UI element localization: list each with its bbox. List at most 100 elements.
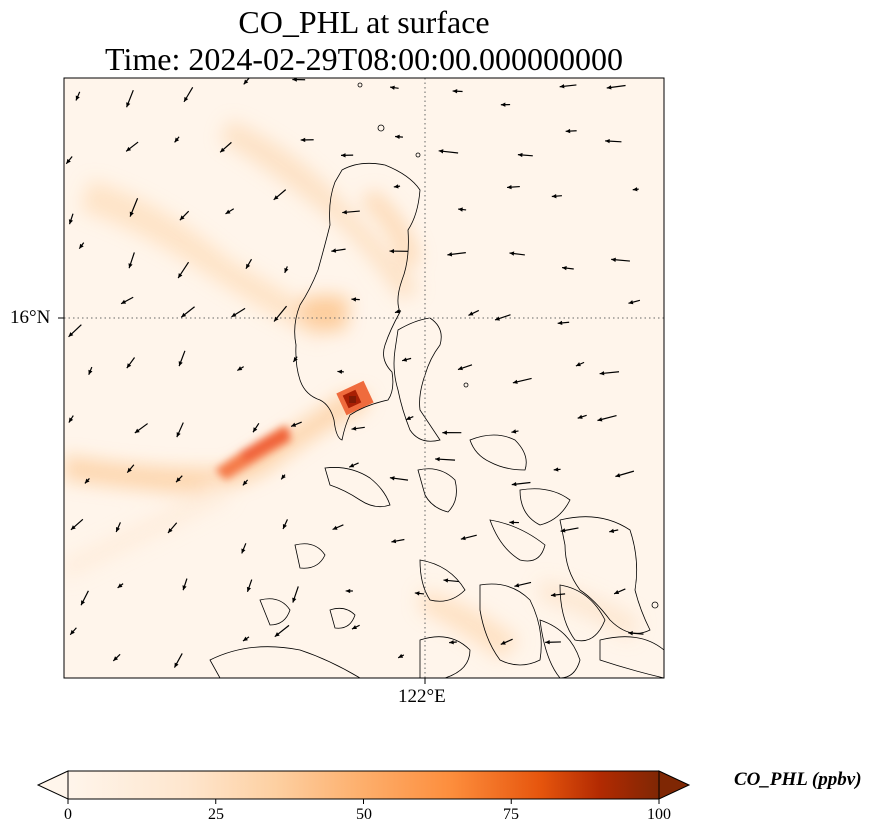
wind-arrowhead bbox=[391, 538, 397, 544]
wind-arrowhead bbox=[246, 586, 252, 592]
wind-arrowhead bbox=[179, 215, 185, 221]
wind-arrowhead bbox=[614, 590, 620, 595]
wind-arrowhead bbox=[351, 297, 357, 302]
wind-arrowhead bbox=[68, 219, 74, 225]
wind-arrowhead bbox=[342, 210, 347, 215]
wind-vectors bbox=[65, 78, 644, 668]
map-background bbox=[64, 78, 664, 678]
wind-arrowhead bbox=[88, 369, 93, 375]
colorbar-tick-label: 50 bbox=[356, 806, 372, 823]
wind-arrowhead bbox=[174, 662, 179, 668]
wind-arrowhead bbox=[242, 636, 248, 641]
wind-arrowhead bbox=[457, 366, 463, 371]
wind-arrowhead bbox=[611, 257, 616, 262]
wind-arrowhead bbox=[282, 523, 287, 529]
colorbar-tick-label: 75 bbox=[503, 806, 519, 823]
wind-arrowhead bbox=[507, 184, 512, 190]
wind-arrowhead bbox=[293, 357, 298, 362]
wind-arrowhead bbox=[184, 96, 189, 102]
wind-arrowhead bbox=[117, 583, 123, 588]
wind-arrowhead bbox=[231, 312, 237, 317]
wind-arrowhead bbox=[129, 211, 134, 217]
wind-arrowhead bbox=[389, 248, 395, 254]
wind-arrowhead bbox=[75, 95, 80, 101]
wind-arrowhead bbox=[68, 417, 74, 423]
wind-arrowhead bbox=[565, 128, 571, 134]
wind-arrowhead bbox=[562, 265, 567, 271]
wind-arrowhead bbox=[559, 84, 565, 89]
colorbar-label: CO_PHL (ppbv) bbox=[734, 769, 862, 790]
wind-arrowhead bbox=[550, 592, 556, 598]
wind-arrowhead bbox=[331, 248, 337, 253]
wind-arrowhead bbox=[606, 85, 612, 90]
wind-arrowhead bbox=[174, 137, 180, 143]
colorbar-tick-label: 0 bbox=[64, 806, 72, 823]
wind-arrowhead bbox=[438, 149, 444, 154]
wind-arrowhead bbox=[414, 591, 420, 596]
wind-arrowhead bbox=[447, 252, 453, 257]
wind-arrowhead bbox=[245, 263, 251, 269]
wind-arrowhead bbox=[292, 78, 297, 82]
latitude-label: 16°N bbox=[10, 307, 51, 328]
wind-arrowhead bbox=[575, 362, 581, 367]
wind-arrowhead bbox=[225, 209, 231, 214]
wind-arrowhead bbox=[511, 481, 517, 487]
wind-arrowhead bbox=[274, 632, 280, 637]
wind-arrowhead bbox=[345, 588, 351, 594]
wind-arrowhead bbox=[615, 473, 621, 478]
wind-arrowhead bbox=[511, 429, 517, 434]
wind-arrowhead bbox=[551, 193, 557, 199]
wind-arrowhead bbox=[241, 548, 246, 554]
wind-arrowhead bbox=[351, 625, 357, 630]
wind-arrowhead bbox=[281, 474, 286, 480]
wind-arrowhead bbox=[545, 640, 550, 645]
wind-arrowhead bbox=[443, 578, 449, 583]
map-frame bbox=[63, 77, 665, 679]
wind-arrowhead bbox=[609, 528, 615, 533]
wind-arrowhead bbox=[628, 631, 633, 636]
wind-arrowhead bbox=[242, 480, 248, 486]
colorbar-gradient bbox=[68, 771, 659, 799]
wind-arrowhead bbox=[341, 153, 346, 158]
colorbar-tick-label: 100 bbox=[647, 806, 671, 823]
colorbar-extend-max bbox=[658, 770, 691, 800]
wind-arrowhead bbox=[449, 640, 454, 645]
wind-arrowhead bbox=[337, 369, 343, 374]
wind-arrowhead bbox=[349, 463, 355, 468]
wind-arrowhead bbox=[395, 134, 400, 140]
wind-arrowhead bbox=[442, 430, 447, 435]
wind-arrowhead bbox=[394, 309, 400, 314]
wind-arrowhead bbox=[176, 477, 181, 483]
wind-arrowhead bbox=[121, 299, 127, 304]
wind-arrowhead bbox=[406, 415, 412, 420]
wind-arrowhead bbox=[468, 311, 474, 316]
wind-arrowhead bbox=[181, 312, 187, 318]
wind-arrowhead bbox=[452, 89, 458, 94]
wind-arrowhead bbox=[167, 528, 173, 533]
map-time-subtitle: Time: 2024-02-29T08:00:00.000000000 bbox=[105, 41, 623, 77]
wind-arrowhead bbox=[512, 379, 518, 384]
wind-arrowhead bbox=[178, 273, 183, 279]
wind-arrowhead bbox=[514, 583, 520, 588]
wind-arrowhead bbox=[393, 184, 399, 189]
wind-arrowhead bbox=[495, 316, 500, 321]
wind-arrowhead bbox=[243, 79, 249, 85]
colorbar-extend-min bbox=[36, 770, 69, 800]
wind-arrowhead bbox=[176, 432, 181, 438]
wind-arrowhead bbox=[70, 525, 76, 530]
wind-arrowhead bbox=[70, 629, 75, 635]
wind-arrowhead bbox=[79, 243, 84, 249]
wind-arrowhead bbox=[577, 414, 583, 419]
wind-arrowhead bbox=[517, 152, 523, 158]
wind-arrowhead bbox=[273, 195, 279, 200]
wind-arrowhead bbox=[134, 428, 140, 434]
wind-arrowhead bbox=[291, 422, 297, 427]
wind-arrowhead bbox=[284, 267, 289, 273]
wind-arrowhead bbox=[66, 158, 71, 164]
wind-arrowhead bbox=[390, 85, 395, 90]
wind-arrowhead bbox=[182, 585, 187, 591]
wind-arrowhead bbox=[628, 300, 634, 305]
wind-arrowhead bbox=[599, 371, 605, 376]
wind-arrowhead bbox=[126, 146, 132, 152]
